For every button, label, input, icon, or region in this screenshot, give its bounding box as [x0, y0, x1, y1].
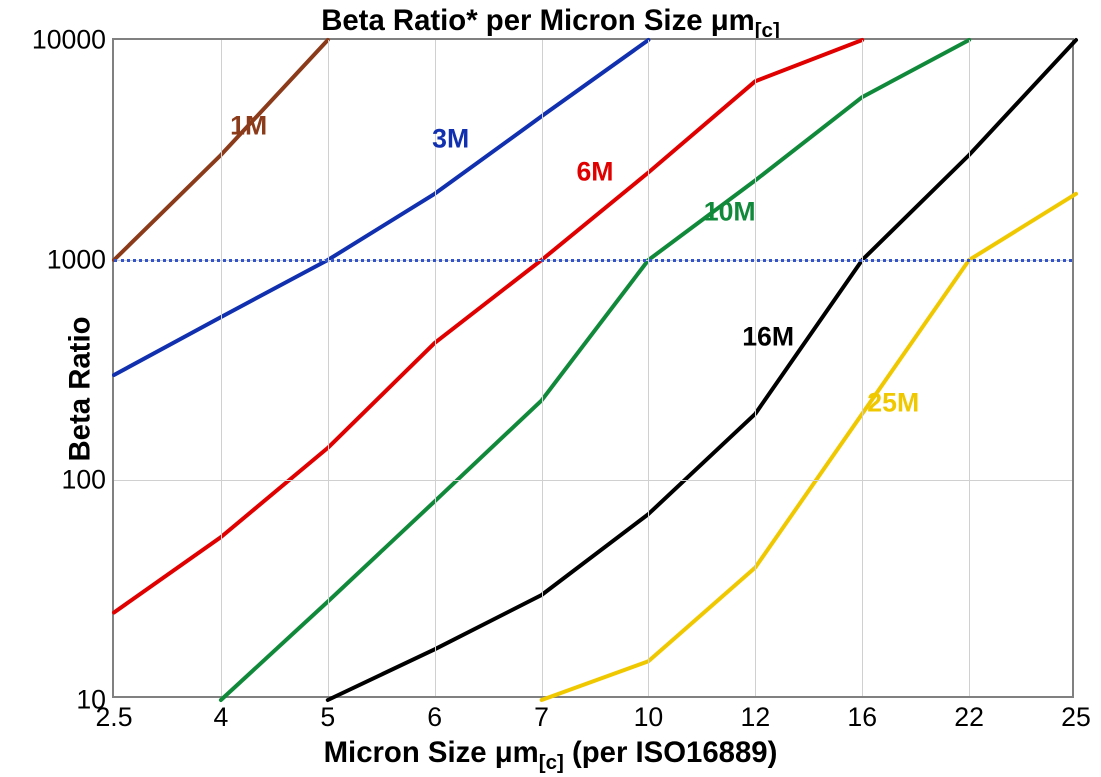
grid-vertical [755, 40, 756, 696]
x-tick: 10 [634, 696, 664, 733]
y-tick: 100 [62, 465, 114, 496]
x-tick: 4 [213, 696, 228, 733]
y-tick: 10000 [32, 25, 114, 56]
x-tick: 16 [847, 696, 877, 733]
y-axis-label: Beta Ratio [64, 316, 98, 461]
x-tick: 5 [320, 696, 335, 733]
series-label-10M: 10M [704, 196, 756, 227]
series-3M [114, 40, 648, 375]
x-tick: 22 [954, 696, 984, 733]
grid-vertical [862, 40, 863, 696]
x-axis-label: Micron Size μm[c] (per ISO16889) [0, 736, 1101, 775]
series-label-6M: 6M [576, 157, 613, 188]
x-tick: 25 [1061, 696, 1091, 733]
reference-line [114, 259, 1072, 262]
beta-ratio-chart: Beta Ratio* per Micron Size μm[c] Beta R… [0, 0, 1101, 777]
series-label-3M: 3M [432, 124, 469, 155]
x-tick: 6 [427, 696, 442, 733]
grid-vertical [328, 40, 329, 696]
series-label-25M: 25M [867, 388, 919, 419]
series-label-1M: 1M [230, 110, 267, 141]
series-label-16M: 16M [742, 322, 794, 353]
plot-area: 2.545671012162225101001000100001M3M6M10M… [112, 38, 1074, 698]
y-tick: 10 [76, 685, 114, 716]
grid-horizontal [114, 480, 1072, 481]
series-25M [542, 194, 1076, 700]
series-10M [221, 40, 969, 700]
grid-vertical [221, 40, 222, 696]
x-tick: 7 [534, 696, 549, 733]
grid-vertical [648, 40, 649, 696]
x-tick: 12 [741, 696, 771, 733]
grid-vertical [542, 40, 543, 696]
grid-vertical [969, 40, 970, 696]
y-tick: 1000 [47, 245, 114, 276]
